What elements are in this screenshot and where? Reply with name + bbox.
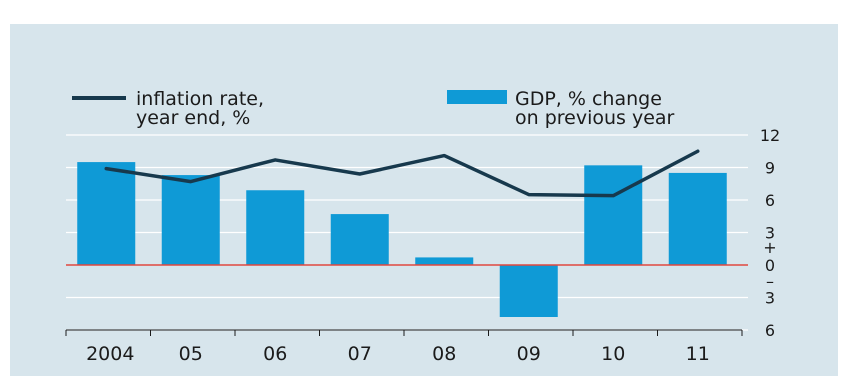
legend-inflation-label: inflation rate, year end, %: [136, 88, 264, 129]
gdp-bar: [499, 265, 558, 317]
x-tick-label: 09: [517, 343, 541, 365]
legend-bar-swatch: [447, 90, 507, 104]
y-tick-label: 9: [765, 159, 775, 178]
y-tick-label: 6: [765, 321, 775, 340]
inflation-line: [104, 149, 700, 198]
gdp-bar: [668, 172, 727, 265]
y-tick-label: 3: [765, 289, 775, 308]
x-tick-label: 05: [179, 343, 203, 365]
y-tick-label: 12: [760, 126, 780, 145]
y-tick-label: 6: [765, 191, 775, 210]
gdp-bar: [415, 257, 474, 265]
gdp-bar: [584, 165, 643, 265]
gdp-bar: [246, 190, 305, 265]
gdp-bar: [330, 214, 389, 265]
x-tick-label: 08: [432, 343, 456, 365]
y-tick-label: 0: [765, 256, 775, 275]
x-tick-label: 06: [263, 343, 287, 365]
gdp-bar: [77, 162, 136, 265]
y-minus-marker: –: [766, 272, 774, 291]
x-tick-label: 10: [601, 343, 625, 365]
x-tick-label: 07: [348, 343, 372, 365]
legend-gdp-label: GDP, % change on previous year: [515, 88, 675, 129]
x-tick-label: 11: [686, 343, 710, 365]
x-tick-label: 2004: [86, 343, 134, 365]
gdp-bar: [161, 175, 220, 265]
y-tick-label: 3: [765, 224, 775, 243]
legend-line-swatch: [72, 96, 126, 100]
y-plus-marker: +: [763, 238, 776, 257]
